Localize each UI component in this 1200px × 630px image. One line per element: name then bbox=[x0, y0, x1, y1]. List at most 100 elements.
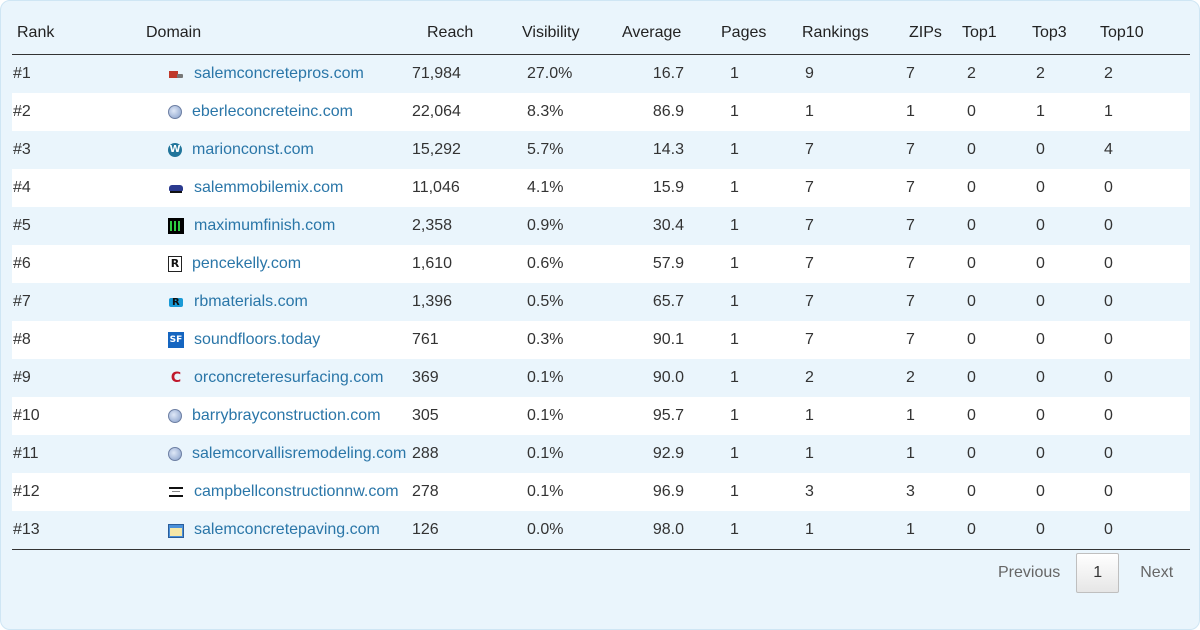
table-row: #9orconcreteresurfacing.com3690.1%90.012… bbox=[12, 359, 1190, 397]
visibility-cell: 8.3% bbox=[517, 93, 615, 131]
header-zips[interactable]: ZIPs bbox=[898, 12, 961, 55]
average-cell: 57.9 bbox=[615, 245, 715, 283]
rb-logo-icon bbox=[168, 294, 184, 310]
next-page-button[interactable]: Next bbox=[1140, 564, 1174, 581]
header-rank[interactable]: Rank bbox=[12, 12, 90, 55]
top10-cell: 0 bbox=[1098, 397, 1190, 435]
wordpress-icon bbox=[168, 142, 182, 157]
header-domain[interactable]: Domain bbox=[90, 12, 412, 55]
rankings-cell: 7 bbox=[795, 131, 898, 169]
pages-cell: 1 bbox=[715, 54, 795, 93]
bars-logo-icon bbox=[168, 484, 184, 500]
domain-link[interactable]: barrybrayconstruction.com bbox=[192, 406, 381, 424]
domain-cell: marionconst.com bbox=[90, 131, 412, 169]
reach-cell: 22,064 bbox=[412, 93, 517, 131]
header-reach[interactable]: Reach bbox=[412, 12, 517, 55]
domain-link[interactable]: salemcorvallisremodeling.com bbox=[192, 444, 407, 462]
rankings-cell: 1 bbox=[795, 93, 898, 131]
domain-cell: soundfloors.today bbox=[90, 321, 412, 359]
top10-cell: 0 bbox=[1098, 283, 1190, 321]
header-pages[interactable]: Pages bbox=[715, 12, 795, 55]
rank-cell: #13 bbox=[12, 511, 90, 550]
average-cell: 86.9 bbox=[615, 93, 715, 131]
globe-icon bbox=[168, 408, 182, 423]
previous-page-button[interactable]: Previous bbox=[998, 564, 1061, 581]
reach-cell: 761 bbox=[412, 321, 517, 359]
header-top10[interactable]: Top10 bbox=[1098, 12, 1190, 55]
top10-cell: 0 bbox=[1098, 359, 1190, 397]
domain-link[interactable]: rbmaterials.com bbox=[194, 292, 308, 310]
pagination: Previous 1 Next bbox=[982, 553, 1173, 593]
table-row: #5 maximumfinish.com 2,358 0.9% 30.4 1 7 7 0 0 0 bbox=[12, 207, 1190, 245]
domain-link[interactable]: salemconcretepros.com bbox=[194, 64, 364, 82]
zips-cell: 7 bbox=[898, 321, 961, 359]
domain-link[interactable]: orconcreteresurfacing.com bbox=[194, 368, 384, 386]
average-cell: 98.0 bbox=[615, 511, 715, 550]
rankings-cell: 1 bbox=[795, 511, 898, 550]
domain-link[interactable]: campbellconstructionnw.com bbox=[194, 482, 399, 500]
zips-cell: 7 bbox=[898, 131, 961, 169]
rankings-cell: 3 bbox=[795, 473, 898, 511]
average-cell: 96.9 bbox=[615, 473, 715, 511]
letter-c-icon bbox=[168, 370, 184, 386]
top1-cell: 0 bbox=[961, 169, 1030, 207]
top10-cell: 0 bbox=[1098, 473, 1190, 511]
pages-cell: 1 bbox=[715, 131, 795, 169]
table-row: #10 barrybrayconstruction.com 305 0.1% 95.7 1… bbox=[12, 397, 1190, 435]
top3-cell: 0 bbox=[1030, 207, 1098, 245]
pages-cell: 1 bbox=[715, 435, 795, 473]
rankings-cell: 9 bbox=[795, 54, 898, 93]
domain-cell: maximumfinish.com bbox=[90, 207, 412, 245]
rank-cell: #10 bbox=[12, 397, 90, 435]
pages-cell: 1 bbox=[715, 207, 795, 245]
domain-link[interactable]: maximumfinish.com bbox=[194, 216, 336, 234]
rank-cell: #7 bbox=[12, 283, 90, 321]
domain-cell: pencekelly.com bbox=[90, 245, 412, 283]
rankings-cell: 7 bbox=[795, 245, 898, 283]
pages-cell: 1 bbox=[715, 397, 795, 435]
domain-link[interactable]: salemconcretepaving.com bbox=[194, 520, 380, 538]
top10-cell: 0 bbox=[1098, 207, 1190, 245]
page-button-current[interactable]: 1 bbox=[1076, 553, 1120, 593]
domain-cell: salemmobilemix.com bbox=[90, 169, 412, 207]
reach-cell: 278 bbox=[412, 473, 517, 511]
reach-cell: 126 bbox=[412, 511, 517, 550]
zips-cell: 1 bbox=[898, 93, 961, 131]
top1-cell: 0 bbox=[961, 131, 1030, 169]
rank-cell: #6 bbox=[12, 245, 90, 283]
top1-cell: 0 bbox=[961, 397, 1030, 435]
header-top1[interactable]: Top1 bbox=[961, 12, 1030, 55]
header-rankings[interactable]: Rankings bbox=[795, 12, 898, 55]
average-cell: 65.7 bbox=[615, 283, 715, 321]
header-average[interactable]: Average bbox=[615, 12, 715, 55]
window-icon bbox=[168, 523, 184, 538]
table-header-row: Rank Domain Reach Visibility Average Pag… bbox=[12, 12, 1190, 55]
top10-cell: 0 bbox=[1098, 511, 1190, 550]
rankings-cell: 7 bbox=[795, 283, 898, 321]
waveform-icon bbox=[168, 217, 184, 234]
pages-cell: 1 bbox=[715, 359, 795, 397]
top10-cell: 2 bbox=[1098, 54, 1190, 93]
sf-logo-icon bbox=[168, 331, 184, 348]
rankings-cell: 7 bbox=[795, 169, 898, 207]
domain-cell: orconcreteresurfacing.com bbox=[90, 359, 412, 397]
reach-cell: 288 bbox=[412, 435, 517, 473]
pages-cell: 1 bbox=[715, 511, 795, 550]
domain-link[interactable]: marionconst.com bbox=[192, 140, 314, 158]
pages-cell: 1 bbox=[715, 473, 795, 511]
domain-link[interactable]: eberleconcreteinc.com bbox=[192, 102, 353, 120]
pages-cell: 1 bbox=[715, 93, 795, 131]
header-visibility[interactable]: Visibility bbox=[517, 12, 615, 55]
average-cell: 92.9 bbox=[615, 435, 715, 473]
domain-link[interactable]: soundfloors.today bbox=[194, 330, 321, 348]
top1-cell: 0 bbox=[961, 93, 1030, 131]
pages-cell: 1 bbox=[715, 169, 795, 207]
domain-link[interactable]: salemmobilemix.com bbox=[194, 178, 344, 196]
reach-cell: 11,046 bbox=[412, 169, 517, 207]
visibility-cell: 0.6% bbox=[517, 245, 615, 283]
rankings-cell: 7 bbox=[795, 207, 898, 245]
header-top3[interactable]: Top3 bbox=[1030, 12, 1098, 55]
domain-link[interactable]: pencekelly.com bbox=[192, 254, 302, 272]
